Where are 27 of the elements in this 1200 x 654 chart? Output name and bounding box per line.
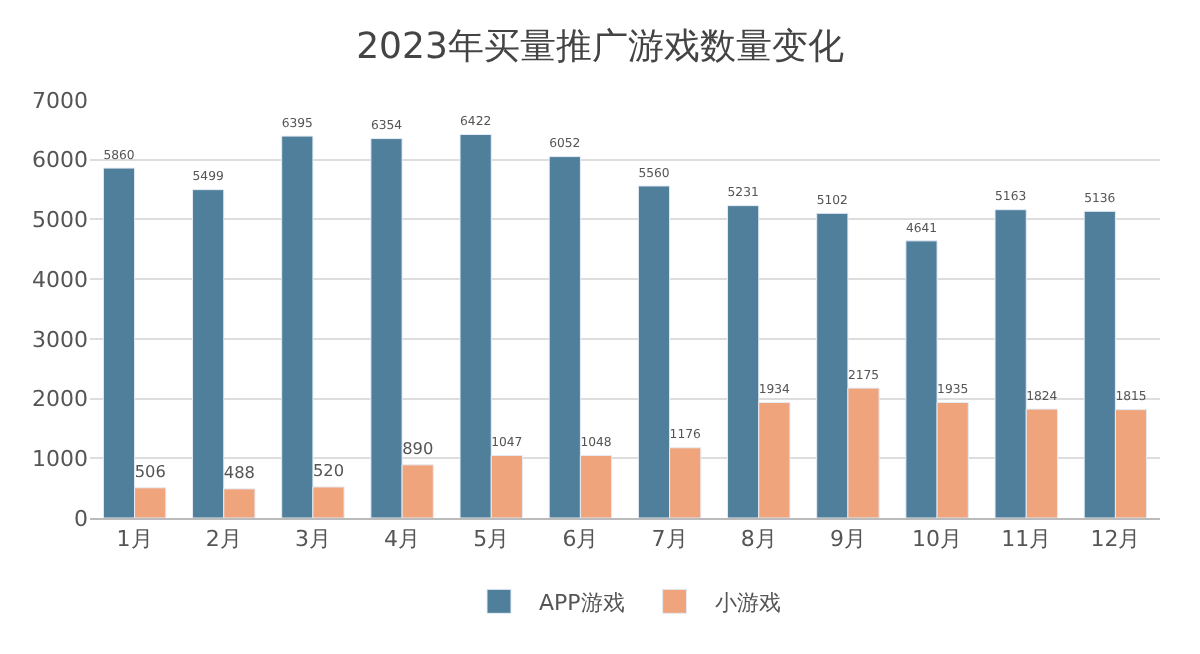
x-tick-label: 12月 [1090, 526, 1141, 553]
legend-label: APP游戏 [539, 589, 625, 616]
y-tick-label: 0 [74, 505, 88, 532]
y-tick-label: 2000 [32, 386, 88, 413]
x-tick-label: 8月 [740, 526, 777, 553]
chart-title: 2023年买量推广游戏数量变化 [356, 25, 844, 68]
y-tick-label: 6000 [32, 147, 88, 174]
x-tick-label: 3月 [294, 526, 331, 553]
x-tick-label: 4月 [384, 526, 421, 553]
data-label: 890 [402, 438, 434, 459]
data-label: 488 [223, 462, 255, 483]
data-label: 506 [134, 461, 166, 482]
x-tick-label: 1月 [116, 526, 153, 553]
y-tick-label: 1000 [32, 445, 88, 472]
x-tick-label: 9月 [829, 526, 866, 553]
x-tick-label: 11月 [1001, 526, 1052, 553]
x-tick-label: 6月 [562, 526, 599, 553]
x-tick-label: 7月 [651, 526, 688, 553]
x-tick-label: 5月 [473, 526, 510, 553]
y-tick-label: 5000 [32, 207, 88, 234]
y-tick-label: 3000 [32, 326, 88, 353]
data-label: 520 [312, 460, 345, 481]
x-tick-label: 2月 [205, 526, 242, 553]
legend-label: 小游戏 [714, 589, 781, 616]
x-tick-label: 10月 [912, 526, 963, 553]
y-tick-label: 7000 [32, 87, 88, 114]
y-tick-label: 4000 [32, 266, 88, 293]
